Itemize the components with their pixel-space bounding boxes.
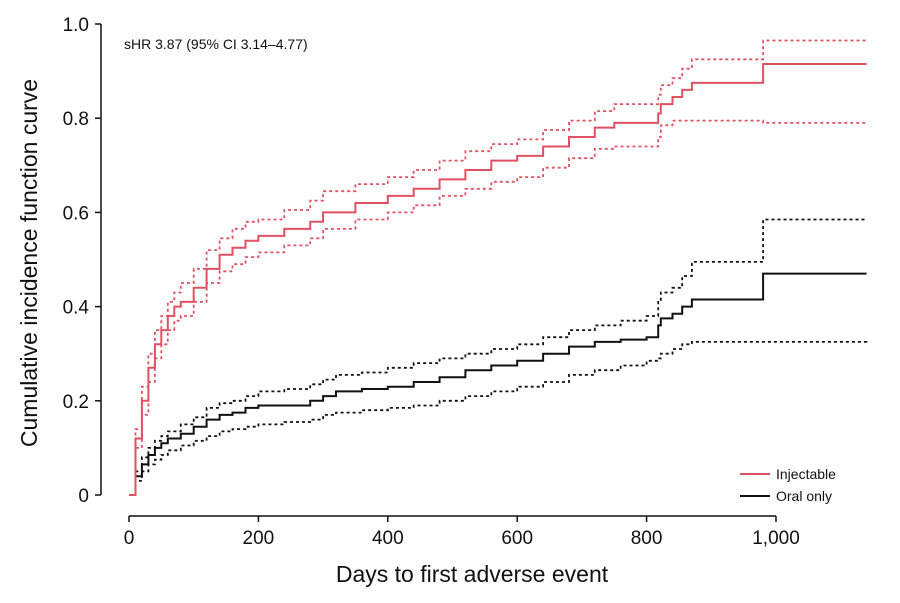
shr-annotation: sHR 3.87 (95% CI 3.14–4.77) [124, 36, 308, 52]
x-tick-label: 600 [501, 528, 533, 549]
x-tick-label: 1,000 [752, 528, 800, 549]
y-tick-label: 0.8 [63, 109, 89, 130]
legend-label: Injectable [776, 466, 836, 482]
legend: Injectable Oral only [740, 466, 836, 504]
oral-only-line [129, 272, 867, 496]
y-tick-label: 0.2 [63, 392, 89, 413]
y-axis-title: Cumulative incidence function curve [16, 79, 42, 447]
axes: 0 0.2 0.4 0.6 0.8 1.0 0 200 400 600 800 1,000 [63, 15, 800, 549]
y-tick-label: 0.6 [63, 203, 89, 224]
legend-label: Oral only [776, 488, 832, 504]
y-tick-label: 1.0 [63, 15, 89, 36]
injectable-line [129, 63, 867, 496]
y-tick-label: 0 [78, 486, 89, 507]
x-tick-label: 200 [243, 528, 275, 549]
x-tick-label: 800 [631, 528, 663, 549]
plot-lines [129, 39, 868, 496]
injectable-lower-95-ci-line [129, 119, 867, 496]
oral-only-upper-95-ci-line [129, 218, 867, 496]
injectable-upper-95-ci-line [129, 39, 867, 496]
y-ticks: 0 0.2 0.4 0.6 0.8 1.0 [63, 15, 101, 507]
x-ticks: 0 200 400 600 800 1,000 [124, 516, 800, 549]
x-axis-title: Days to first adverse event [336, 561, 609, 587]
x-tick-label: 400 [372, 528, 404, 549]
x-tick-label: 0 [124, 528, 135, 549]
y-tick-label: 0.4 [63, 298, 90, 319]
